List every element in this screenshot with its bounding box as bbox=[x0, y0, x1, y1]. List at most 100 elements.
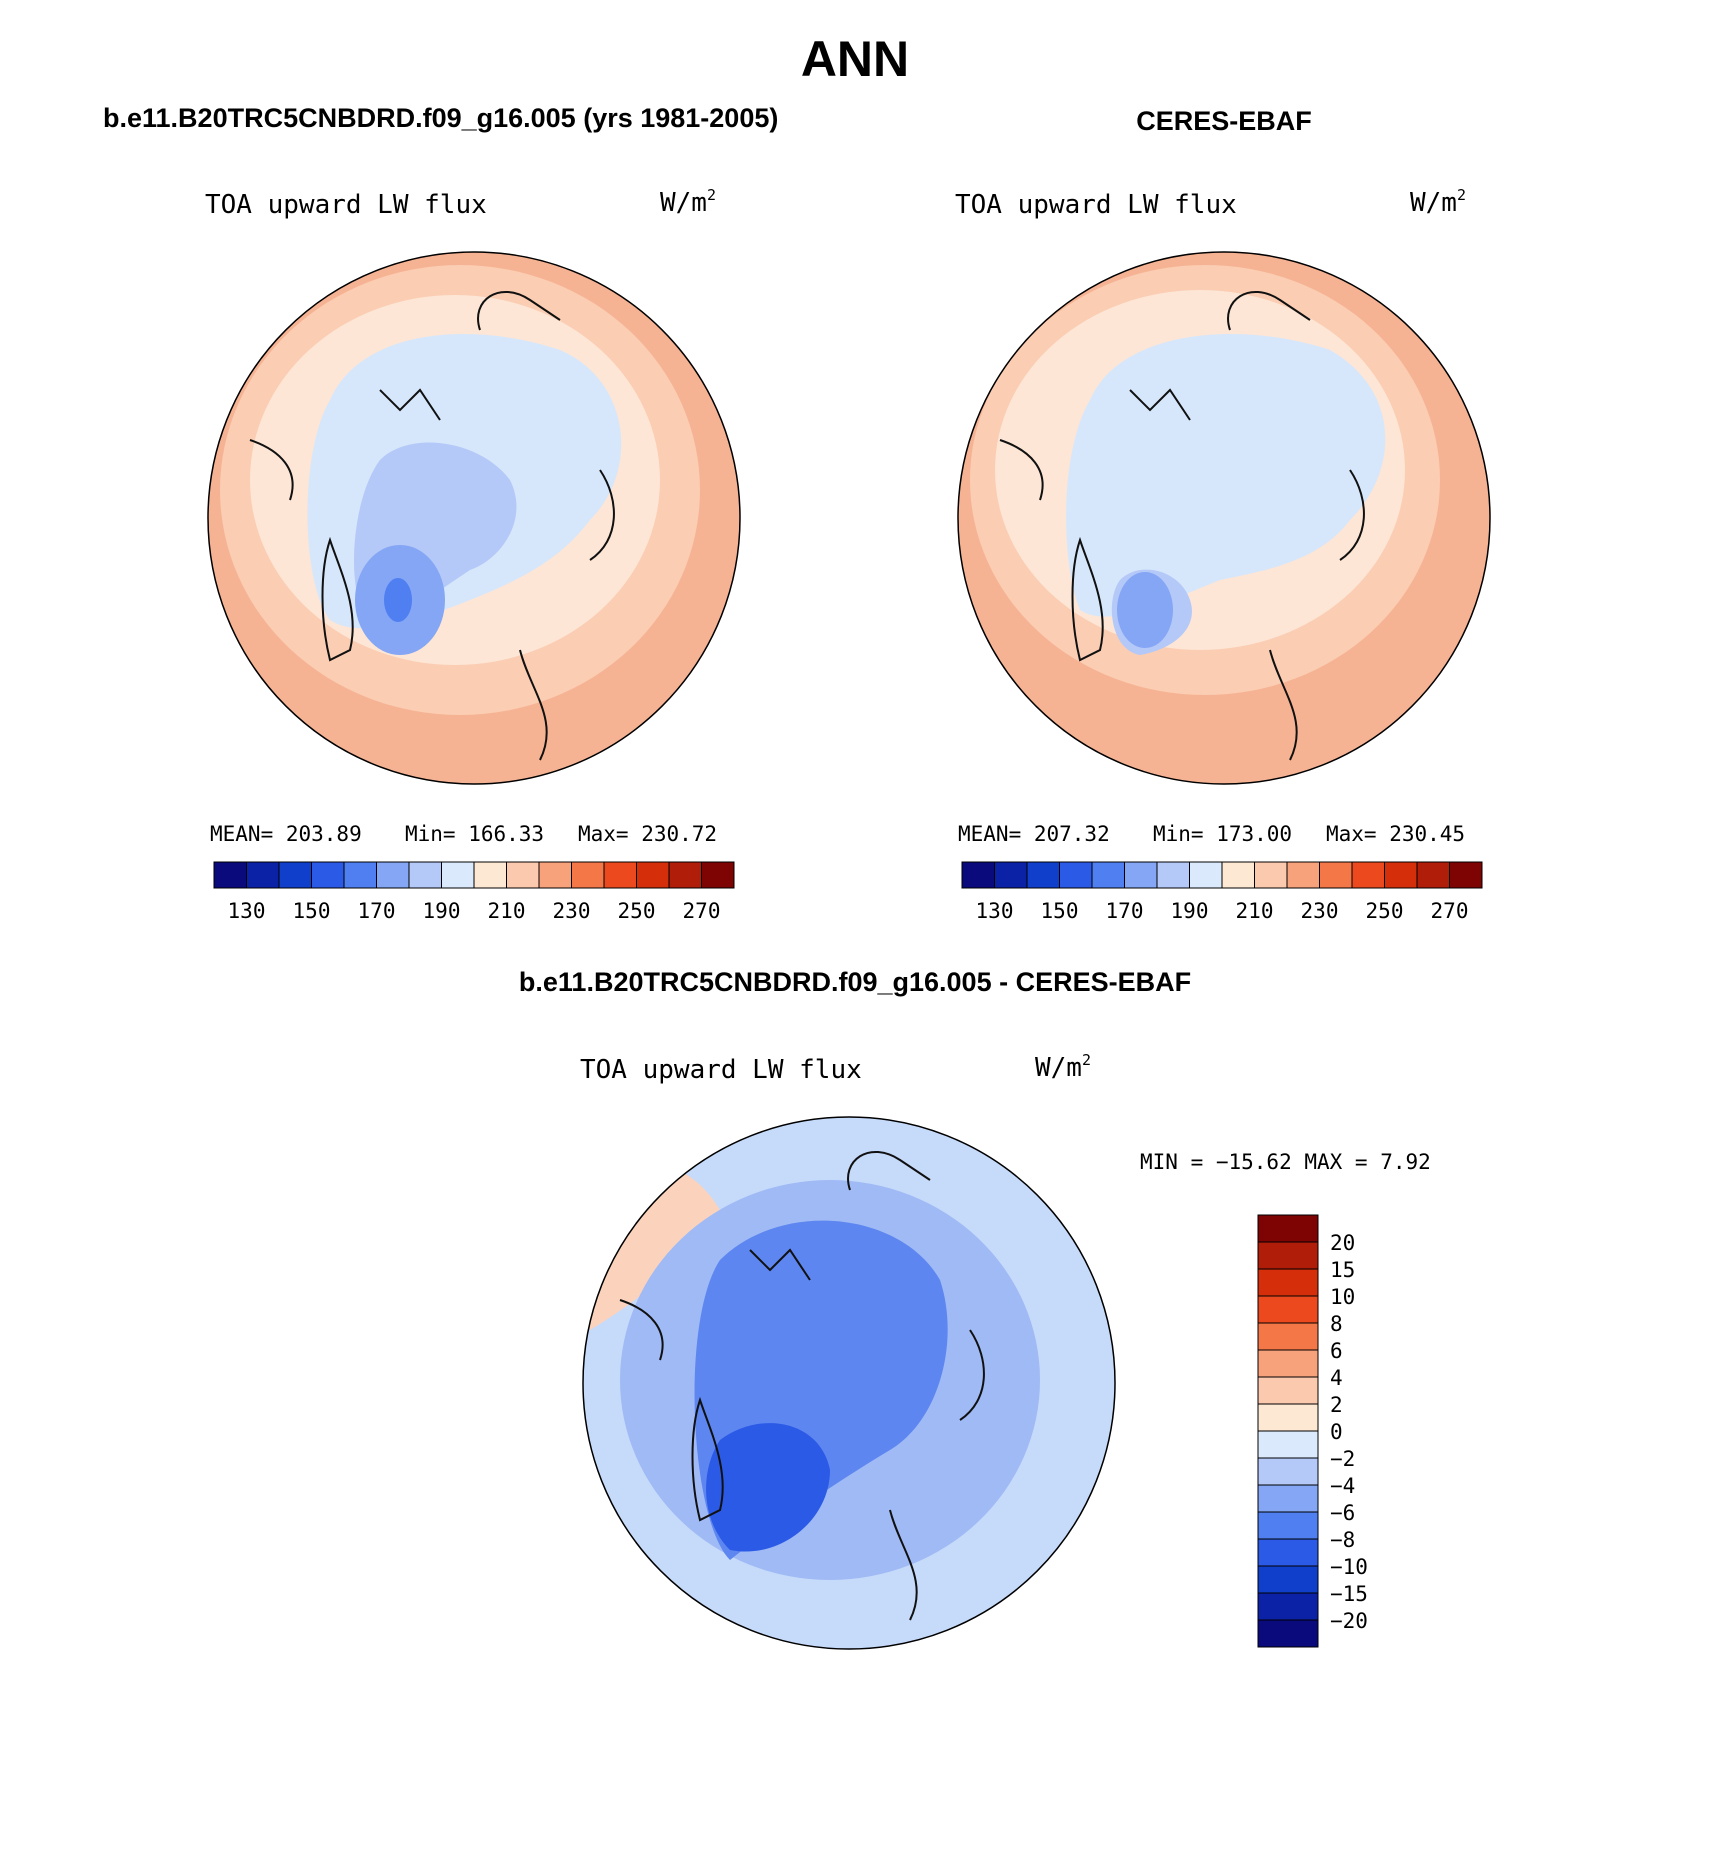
colorbar-diff-label: 6 bbox=[1330, 1339, 1343, 1363]
colorbar-obs-box bbox=[1384, 861, 1418, 889]
colorbar-model-label: 250 bbox=[618, 899, 656, 923]
colorbar-diff-label: 20 bbox=[1330, 1231, 1355, 1255]
colorbar-diff-label: −6 bbox=[1330, 1501, 1355, 1525]
units-label-obs: W/m2 bbox=[1410, 186, 1466, 218]
colorbar-obs-box bbox=[1026, 861, 1060, 889]
colorbar-obs-box bbox=[1319, 861, 1353, 889]
colorbar-diff-box bbox=[1257, 1268, 1319, 1297]
colorbar-diff-label: 4 bbox=[1330, 1366, 1343, 1390]
colorbar-model-box bbox=[343, 861, 377, 889]
colorbar-diff-box bbox=[1257, 1322, 1319, 1351]
colorbar-obs-label: 150 bbox=[1041, 899, 1079, 923]
colorbar-model-box bbox=[408, 861, 442, 889]
colorbar-obs-label: 250 bbox=[1366, 899, 1404, 923]
map-model-border bbox=[207, 251, 741, 785]
colorbar-model-label: 210 bbox=[488, 899, 526, 923]
colorbar-model-label: 190 bbox=[423, 899, 461, 923]
colorbar-model-box bbox=[246, 861, 280, 889]
colorbar-model-label: 170 bbox=[358, 899, 396, 923]
colorbar-diff-box bbox=[1257, 1430, 1319, 1459]
stats-mean-obs: MEAN= 207.32 bbox=[958, 822, 1110, 846]
colorbar-model-box bbox=[636, 861, 670, 889]
colorbar-obs-box bbox=[1189, 861, 1223, 889]
colorbar-obs-label: 210 bbox=[1236, 899, 1274, 923]
colorbar-obs-box bbox=[1416, 861, 1450, 889]
colorbar-obs-label: 190 bbox=[1171, 899, 1209, 923]
colorbar-diff-box bbox=[1257, 1565, 1319, 1594]
map-diff-coastlines bbox=[619, 1150, 985, 1621]
colorbar-model-box bbox=[213, 861, 247, 889]
colorbar-obs-box bbox=[1124, 861, 1158, 889]
panel-title-obs: CERES-EBAF bbox=[1136, 106, 1312, 136]
stats-min-model: Min= 166.33 bbox=[405, 822, 545, 846]
colorbar-diff-label: −2 bbox=[1330, 1447, 1355, 1471]
panel-title-diff: b.e11.B20TRC5CNBDRD.f09_g16.005 - CERES-… bbox=[518, 967, 1192, 997]
map-model-coastlines bbox=[249, 290, 615, 761]
map-obs-border bbox=[957, 251, 1491, 785]
map-model bbox=[207, 251, 741, 785]
variable-label-obs: TOA upward LW flux bbox=[955, 190, 1237, 220]
map-obs-coastlines bbox=[999, 290, 1365, 761]
colorbar-diff-label: 8 bbox=[1330, 1312, 1343, 1336]
colorbar-obs-label: 130 bbox=[976, 899, 1014, 923]
colorbar-obs: 130 150 170 190 210 230 250 270 bbox=[961, 861, 1483, 923]
colorbar-diff-box bbox=[1257, 1457, 1319, 1486]
colorbar-model: 130 150 170 190 210 230 250 270 bbox=[213, 861, 735, 923]
colorbar-obs-label: 270 bbox=[1431, 899, 1469, 923]
colorbar-model-label: 150 bbox=[293, 899, 331, 923]
colorbar-model-box bbox=[311, 861, 345, 889]
colorbar-diff-box bbox=[1257, 1214, 1319, 1243]
colorbar-obs-box bbox=[1286, 861, 1320, 889]
figure-title: ANN bbox=[800, 31, 910, 87]
colorbar-diff-label: −4 bbox=[1330, 1474, 1355, 1498]
colorbar-obs-box bbox=[1449, 861, 1483, 889]
colorbar-diff-box bbox=[1257, 1484, 1319, 1513]
colorbar-diff-box bbox=[1257, 1511, 1319, 1540]
colorbar-obs-label: 230 bbox=[1301, 899, 1339, 923]
colorbar-diff-label: −20 bbox=[1330, 1609, 1368, 1633]
colorbar-model-box bbox=[278, 861, 312, 889]
map-diff bbox=[582, 1116, 1116, 1650]
colorbar-model-box bbox=[701, 861, 735, 889]
map-obs-deep-blue bbox=[1117, 572, 1173, 648]
colorbar-obs-box bbox=[994, 861, 1028, 889]
colorbar-obs-label: 170 bbox=[1106, 899, 1144, 923]
colorbar-model-box bbox=[538, 861, 572, 889]
colorbar-model-box bbox=[441, 861, 475, 889]
colorbar-diff-box bbox=[1257, 1592, 1319, 1621]
colorbar-diff-label: −15 bbox=[1330, 1582, 1368, 1606]
colorbar-model-label: 270 bbox=[683, 899, 721, 923]
variable-label-diff: TOA upward LW flux bbox=[580, 1055, 862, 1085]
variable-label-model: TOA upward LW flux bbox=[205, 190, 487, 220]
map-diff-border bbox=[582, 1116, 1116, 1650]
panel-title-model: b.e11.B20TRC5CNBDRD.f09_g16.005 (yrs 198… bbox=[103, 103, 779, 133]
colorbar-diff-box bbox=[1257, 1538, 1319, 1567]
colorbar-diff-label: 10 bbox=[1330, 1285, 1355, 1309]
colorbar-model-label: 230 bbox=[553, 899, 591, 923]
colorbar-obs-box bbox=[1059, 861, 1093, 889]
colorbar-diff-box bbox=[1257, 1295, 1319, 1324]
colorbar-diff-box bbox=[1257, 1619, 1319, 1648]
colorbar-diff-label: 15 bbox=[1330, 1258, 1355, 1282]
colorbar-obs-box bbox=[1221, 861, 1255, 889]
colorbar-model-box bbox=[571, 861, 605, 889]
stats-mean-model: MEAN= 203.89 bbox=[210, 822, 362, 846]
colorbar-model-label: 130 bbox=[228, 899, 266, 923]
colorbar-diff-label: −8 bbox=[1330, 1528, 1355, 1552]
units-label-diff: W/m2 bbox=[1035, 1051, 1091, 1083]
stats-minmax-diff: MIN = −15.62 MAX = 7.92 bbox=[1140, 1150, 1431, 1174]
map-model-core-blue bbox=[384, 578, 412, 622]
colorbar-diff-box bbox=[1257, 1376, 1319, 1405]
colorbar-obs-box bbox=[961, 861, 995, 889]
units-label-model: W/m2 bbox=[660, 186, 716, 218]
colorbar-obs-box bbox=[1351, 861, 1385, 889]
stats-max-obs: Max= 230.45 bbox=[1326, 822, 1466, 846]
colorbar-model-box bbox=[506, 861, 540, 889]
stats-max-model: Max= 230.72 bbox=[578, 822, 718, 846]
colorbar-diff-label: −10 bbox=[1330, 1555, 1368, 1579]
colorbar-obs-box bbox=[1156, 861, 1190, 889]
stats-min-obs: Min= 173.00 bbox=[1153, 822, 1293, 846]
colorbar-diff-box bbox=[1257, 1349, 1319, 1378]
